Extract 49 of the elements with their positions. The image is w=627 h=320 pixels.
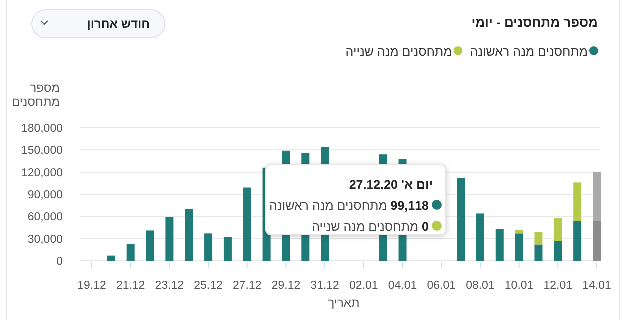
bar (574, 221, 582, 261)
bar (515, 230, 524, 234)
bar (185, 209, 194, 261)
y-tick-label: 180,000 (21, 123, 63, 135)
x-tick-label: 31.12 (310, 280, 340, 292)
x-tick-label: 04.01 (388, 280, 418, 292)
y-tick-label: 120,000 (21, 167, 63, 180)
y-axis-title: מספר מתחסנים (12, 81, 60, 109)
bar (534, 244, 543, 261)
x-tick-label: 23.12 (155, 280, 184, 292)
x-tick-label: 19.12 (78, 280, 106, 292)
x-tick-label: 10.01 (504, 280, 534, 292)
bar (534, 232, 543, 245)
x-tick-label: 02.01 (350, 280, 378, 292)
x-tick-label: 06.01 (427, 280, 456, 292)
x-tick-label: 27.12 (232, 280, 262, 292)
chart-title: מספר מתחסנים - יומי (472, 15, 598, 30)
annotation: יום א' 27.12.20 (349, 178, 433, 192)
bar (457, 178, 466, 261)
bar (243, 188, 252, 261)
bar (224, 237, 232, 261)
bar (554, 218, 562, 242)
x-tick-label: 08.01 (466, 280, 495, 292)
bar (146, 230, 154, 261)
x-tick-label: 25.12 (194, 280, 223, 292)
y-tick-label: 30,000 (28, 234, 63, 246)
bar (204, 234, 213, 261)
x-tick-label: 12.01 (544, 280, 573, 292)
bar (166, 217, 174, 261)
x-axis-title: תאריך (328, 296, 360, 310)
bar (126, 244, 135, 261)
y-tick-label: 0 (56, 256, 63, 268)
bar (107, 256, 116, 261)
y-tick-label: 60,000 (28, 212, 63, 224)
bar (554, 241, 562, 261)
dropdown: חודש אחרון (32, 10, 166, 38)
bar (593, 172, 601, 222)
y-tick-label: 150,000 (21, 145, 63, 158)
legend-label: מתחסנים מנה שנייה (346, 45, 452, 59)
legend-label: מתחסנים מנה ראשונה (470, 45, 588, 59)
bar (476, 214, 484, 261)
bar (496, 229, 504, 261)
x-tick-label: 21.12 (116, 280, 146, 292)
y-tick-label: 90,000 (28, 190, 63, 202)
x-tick-label: 14.01 (582, 280, 612, 292)
x-tick-label: 29.12 (272, 280, 301, 292)
bar (593, 221, 601, 261)
bar (515, 234, 524, 261)
bar (574, 182, 582, 222)
